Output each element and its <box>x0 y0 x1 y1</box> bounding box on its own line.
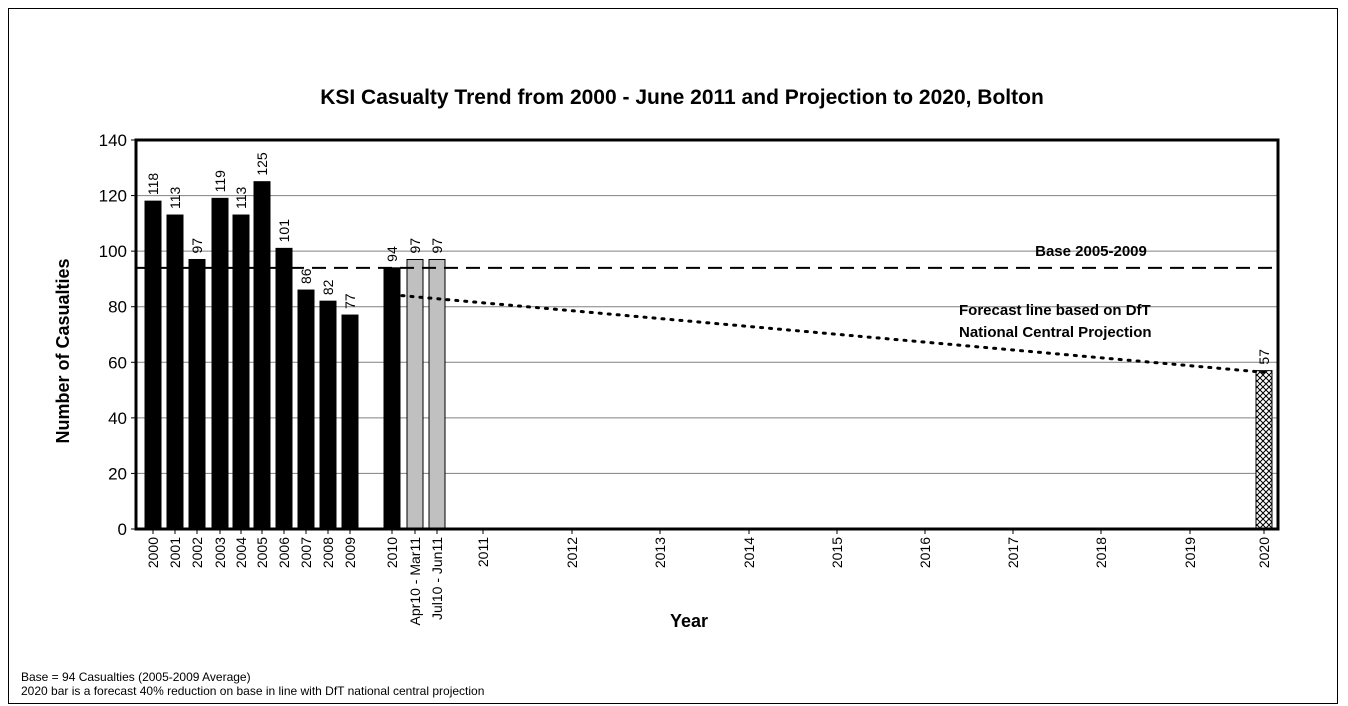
chart-notes: Base = 94 Casualties (2005-2009 Average)… <box>21 670 484 698</box>
bar-Apr10-Mar11 <box>406 258 424 530</box>
x-tick-label: 2001 <box>167 537 183 568</box>
bar-2005 <box>253 181 271 530</box>
y-tick-label: 60 <box>108 353 127 372</box>
data-label: 86 <box>298 268 314 284</box>
chart-frame: KSI Casualty Trend from 2000 - June 2011… <box>8 8 1338 704</box>
chart-title: KSI Casualty Trend from 2000 - June 2011… <box>320 86 1044 109</box>
plot-area-border <box>134 138 1280 531</box>
bar-2003 <box>211 197 229 530</box>
x-tick-label: Apr10 - Mar11 <box>407 537 423 626</box>
x-tick-label: 2003 <box>212 537 228 568</box>
x-tick-label: 2015 <box>829 537 845 568</box>
x-tick-label: 2011 <box>475 537 491 567</box>
y-tick-label: 0 <box>118 520 127 539</box>
y-tick-label: 100 <box>99 242 127 261</box>
data-label: 125 <box>254 152 270 176</box>
x-tick-label: 2016 <box>917 537 933 568</box>
x-tick-label: Jul10 - Jun11 <box>429 537 445 620</box>
x-tick-label: 2013 <box>652 537 668 568</box>
data-label: 94 <box>384 246 400 262</box>
y-axis-label: Number of Casualties <box>53 258 73 443</box>
x-tick-label: 2019 <box>1182 537 1198 568</box>
bar-2000 <box>144 200 162 530</box>
data-label: 57 <box>1256 349 1272 365</box>
data-label: 97 <box>429 238 445 254</box>
bar-2001 <box>166 214 184 530</box>
data-label: 118 <box>145 173 161 196</box>
x-tick-label: 2008 <box>320 537 336 568</box>
y-tick-label: 80 <box>108 298 127 317</box>
data-label: 119 <box>212 170 228 193</box>
forecast-line-label: Forecast line based on DfT <box>959 302 1151 319</box>
x-tick-label: 2020 <box>1256 537 1272 568</box>
bar-2004 <box>232 214 250 530</box>
y-tick-label: 120 <box>99 187 127 206</box>
data-label: 113 <box>167 186 183 209</box>
note-base: Base = 94 Casualties (2005-2009 Average) <box>21 670 251 684</box>
data-label: 82 <box>320 279 336 295</box>
data-label: 77 <box>342 293 358 309</box>
x-tick-label: 2002 <box>189 537 205 568</box>
bar-2007 <box>297 289 315 530</box>
data-label: 113 <box>233 186 249 209</box>
bar-2008 <box>319 300 337 530</box>
forecast-line <box>400 294 1266 374</box>
x-tick-label: 2018 <box>1093 537 1109 568</box>
y-tick-label: 140 <box>99 131 127 150</box>
x-tick-label: 2004 <box>233 537 249 568</box>
x-tick-label: 2005 <box>254 537 270 568</box>
x-tick-label: 2007 <box>298 537 314 568</box>
y-tick-label: 20 <box>108 464 127 483</box>
x-tick-label: 2009 <box>342 537 358 568</box>
data-label: 101 <box>276 219 292 243</box>
bar-2020 <box>1255 370 1273 530</box>
x-axis-label: Year <box>670 611 708 631</box>
x-tick-label: 2017 <box>1005 537 1021 568</box>
y-tick-label: 40 <box>108 409 127 428</box>
base-line-label: Base 2005-2009 <box>1035 243 1147 260</box>
x-tick-label: 2012 <box>564 537 580 568</box>
x-tick-label: 2000 <box>145 537 161 568</box>
forecast-line-label: National Central Projection <box>959 324 1152 341</box>
bar-2009 <box>341 314 359 530</box>
data-label: 97 <box>407 238 423 254</box>
bar-2002 <box>188 258 206 530</box>
bar-2006 <box>275 247 293 530</box>
x-tick-label: 2014 <box>741 537 757 568</box>
note-forecast: 2020 bar is a forecast 40% reduction on … <box>21 684 485 698</box>
bar-2010 <box>383 267 401 530</box>
x-tick-label: 2006 <box>276 537 292 568</box>
x-tick-label: 2010 <box>384 537 400 568</box>
ksi-casualty-chart: KSI Casualty Trend from 2000 - June 2011… <box>53 86 1280 631</box>
data-label: 97 <box>189 238 205 254</box>
